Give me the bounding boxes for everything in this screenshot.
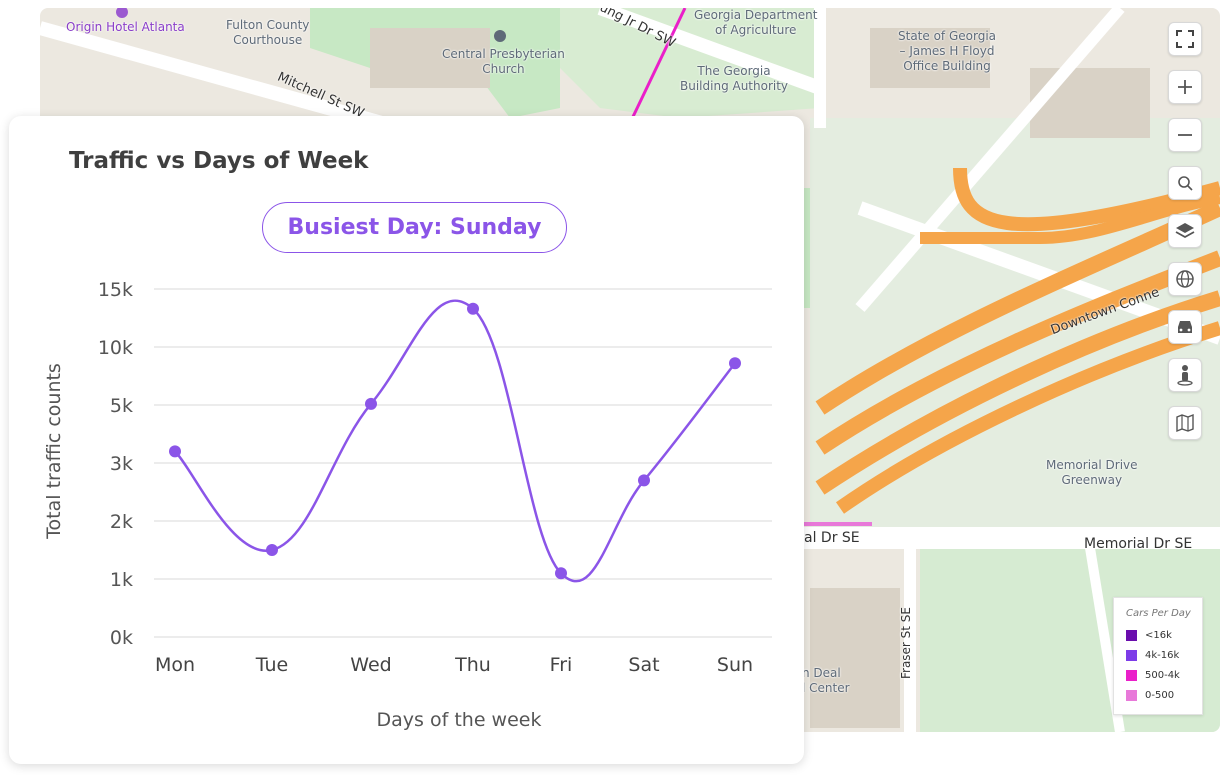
road-label-memorial-dr-right: Memorial Dr SE: [1084, 536, 1193, 552]
x-axis-title: Days of the week: [377, 709, 542, 731]
busiest-day-badge: Busiest Day: Sunday: [262, 202, 567, 253]
x-tick-label: Sat: [628, 654, 659, 676]
x-tick-label: Thu: [454, 654, 491, 676]
chart-card: Traffic vs Days of Week Busiest Day: Sun…: [9, 116, 804, 764]
layers-icon: [1175, 223, 1195, 239]
place-label-fulton-county: Fulton County Courthouse: [226, 18, 310, 47]
place-label-origin-hotel: Origin Hotel Atlanta: [66, 20, 185, 34]
legend-swatch: [1126, 649, 1137, 661]
zoom-in-button[interactable]: [1168, 70, 1202, 104]
data-point: [638, 474, 650, 487]
fullscreen-button[interactable]: [1168, 22, 1202, 56]
legend-item: 4k-16k: [1126, 645, 1202, 665]
legend-swatch: [1126, 669, 1137, 681]
traffic-button[interactable]: [1168, 310, 1202, 344]
y-tick-label: 10k: [98, 337, 133, 359]
place-label-georgia-agriculture: Georgia Department of Agriculture: [694, 8, 818, 37]
layers-button[interactable]: [1168, 214, 1202, 248]
y-tick-label: 2k: [110, 511, 133, 533]
legend-item: 500-4k: [1126, 665, 1202, 685]
x-tick-label: Mon: [155, 654, 195, 676]
place-label-new-deal: n Deal l Center: [802, 666, 850, 695]
legend-label: 0-500: [1145, 689, 1175, 701]
legend-item: 0-500: [1126, 685, 1202, 705]
legend-label: 4k-16k: [1145, 649, 1180, 661]
chart-title: Traffic vs Days of Week: [69, 148, 369, 174]
place-label-memorial-greenway: Memorial Drive Greenway: [1046, 458, 1138, 487]
y-tick-label: 15k: [98, 279, 133, 301]
fullscreen-icon: [1176, 30, 1194, 48]
map-view-button[interactable]: [1168, 406, 1202, 440]
road-label-memorial-dr-left: al Dr SE: [804, 530, 860, 546]
place-label-georgia-building-authority: The Georgia Building Authority: [680, 64, 789, 93]
x-tick-label: Wed: [350, 654, 391, 676]
globe-button[interactable]: [1168, 262, 1202, 296]
legend-title: Cars Per Day: [1126, 608, 1191, 619]
y-axis-title: Total traffic counts: [43, 363, 65, 540]
map-controls: [1168, 22, 1204, 454]
road-label-fraser: Fraser St SE: [899, 606, 914, 680]
y-tick-label: 5k: [110, 395, 133, 417]
legend-label: <16k: [1145, 629, 1172, 641]
x-tick-label: Sun: [717, 654, 753, 676]
street-view-button[interactable]: [1168, 358, 1202, 392]
traffic-legend: Cars Per Day <16k 4k-16k 500-4k 0-500: [1113, 597, 1203, 715]
data-point: [266, 544, 278, 556]
car-icon: [1178, 321, 1192, 333]
y-tick-label: 0k: [110, 627, 133, 649]
place-label-state-of-georgia: State of Georgia – James H Floyd Office …: [898, 29, 997, 73]
data-point: [729, 357, 741, 370]
legend-swatch: [1126, 629, 1137, 641]
place-label-central-presbyterian: Central Presbyterian Church: [442, 47, 565, 76]
series-line: [174, 299, 736, 583]
map-canvas: [40, 8, 1220, 732]
legend-swatch: [1126, 689, 1137, 701]
pegman-icon: [1177, 365, 1193, 386]
y-tick-label: 3k: [110, 453, 133, 475]
data-point: [467, 302, 479, 315]
search-icon: [1178, 176, 1193, 191]
zoom-in-icon: [1178, 80, 1192, 94]
x-tick-label: Tue: [255, 654, 288, 676]
data-point: [555, 567, 567, 580]
x-tick-label: Fri: [550, 654, 573, 676]
map-icon: [1176, 413, 1194, 433]
y-tick-label: 1k: [110, 569, 133, 591]
data-point: [169, 445, 181, 458]
search-button[interactable]: [1168, 166, 1202, 200]
legend-label: 500-4k: [1145, 669, 1180, 681]
zoom-out-icon: [1178, 134, 1192, 136]
legend-item: <16k: [1126, 625, 1202, 645]
zoom-out-button[interactable]: [1168, 118, 1202, 152]
globe-icon: [1176, 270, 1194, 288]
data-point: [365, 397, 377, 410]
traffic-line-chart: 0k 1k 2k 3k 5k 10k 15k Mon Tue Wed Thu Fri Sat Sun Day…: [43, 279, 772, 731]
